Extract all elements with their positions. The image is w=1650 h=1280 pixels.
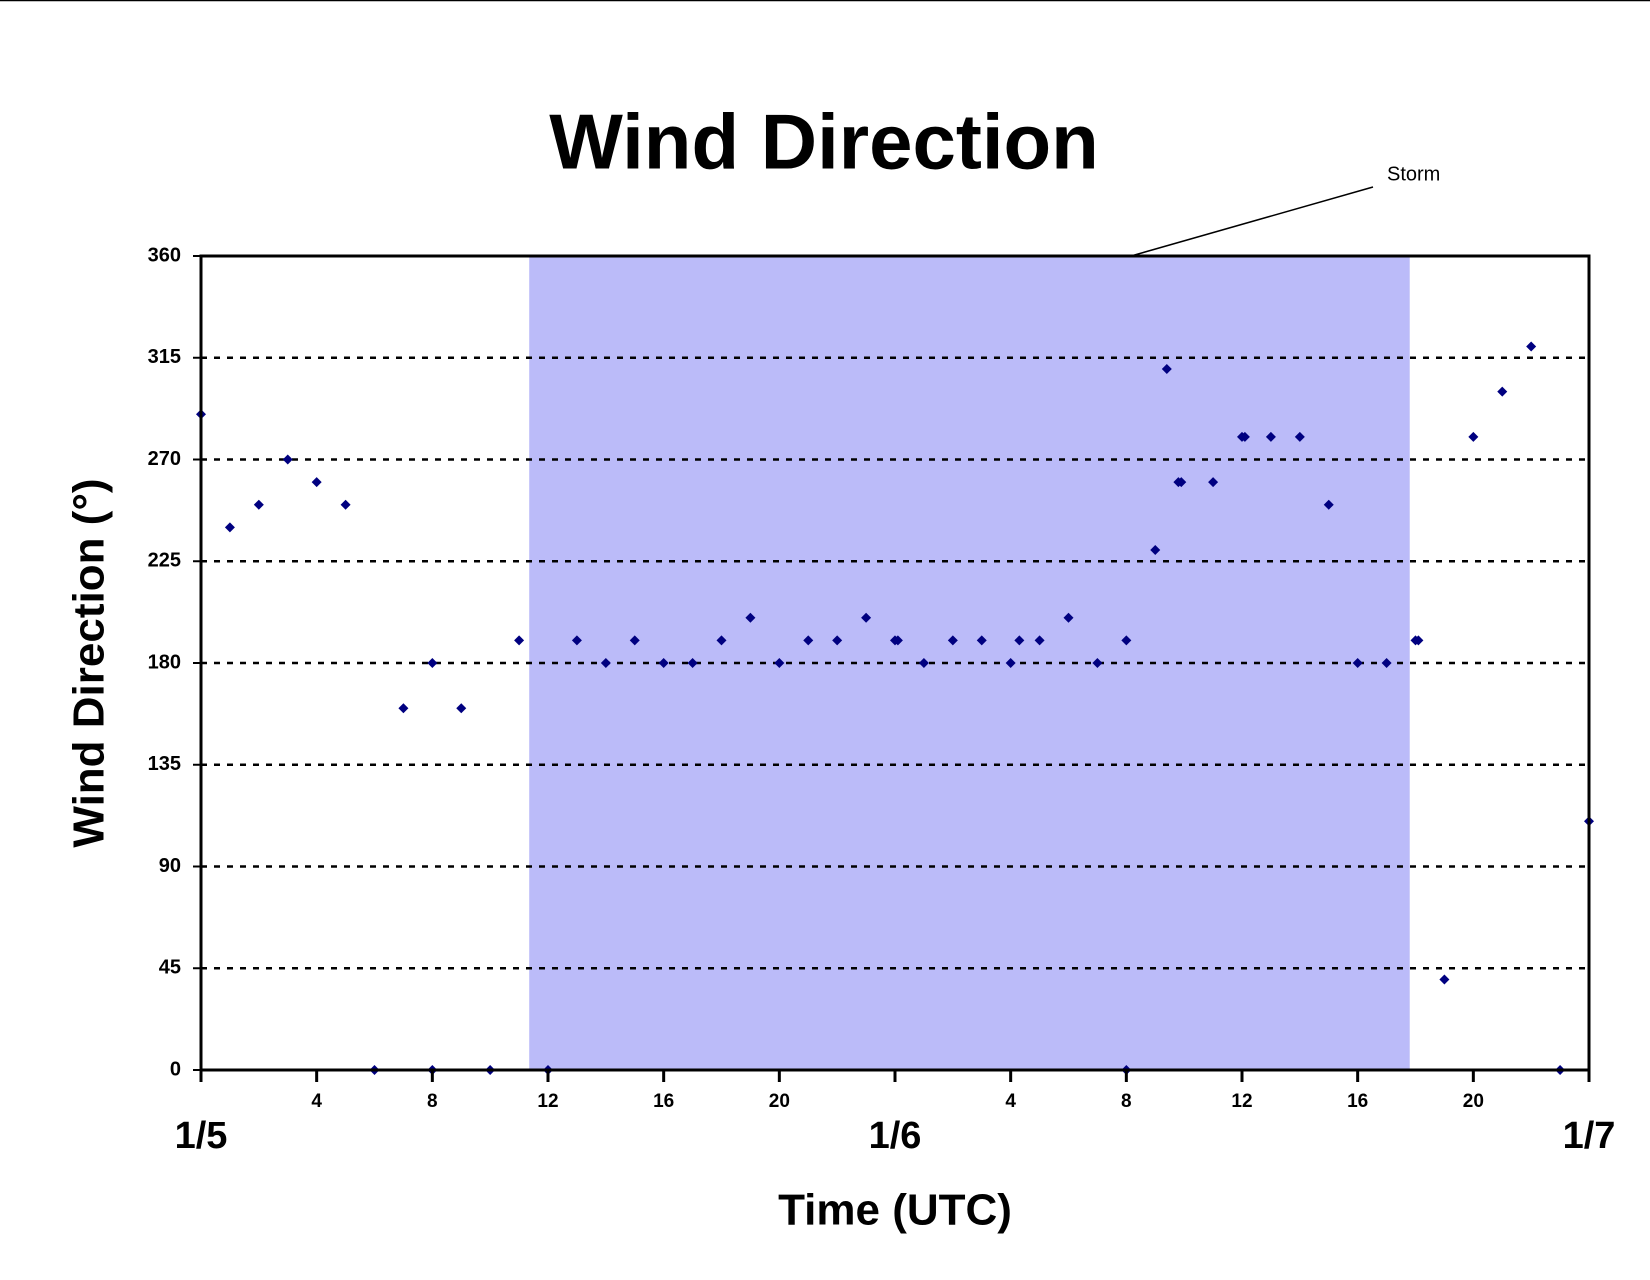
data-point [311,477,322,488]
x-tick-label: 12 [537,1091,558,1112]
plot-frame [199,254,1591,1072]
data-point [1063,612,1074,623]
data-point [716,635,727,646]
data-point [456,703,467,714]
date-label: 1/7 [1563,1115,1616,1157]
y-tick-label: 180 [148,651,181,673]
data-point [976,635,987,646]
x-tick-label: 12 [1231,1091,1252,1112]
x-tick-label: 16 [1347,1091,1368,1112]
data-point [1381,658,1392,668]
x-tick-label: 4 [311,1091,322,1112]
data-point [892,635,903,646]
data-point [571,635,582,646]
y-tick-label: 90 [159,855,181,877]
y-tick-label: 270 [148,448,181,470]
data-point [1034,635,1045,646]
data-point [1092,658,1103,668]
annotation: Storm [1387,163,1440,185]
y-tick-label: 135 [148,753,181,775]
markers [196,341,1594,1075]
data-point [745,612,756,623]
data-point [253,499,264,510]
chart-title: Wind Direction [549,98,1099,186]
y-tick-label: 45 [159,957,181,979]
x-tick-label: 20 [1463,1091,1484,1112]
data-point [832,635,843,646]
y-axis-title: Wind Direction (°) [65,478,114,847]
y-tick-label: 315 [148,346,181,368]
data-point [1208,477,1219,488]
y-tick-label: 360 [148,244,181,266]
data-point [1176,477,1187,488]
data-point [1150,544,1161,555]
y-tick-label: 225 [148,550,181,572]
data-point [282,454,293,465]
x-tick-label: 16 [653,1091,674,1112]
x-tick-label: 4 [1005,1091,1016,1112]
y-tick-label: 0 [170,1058,181,1080]
data-point [1121,635,1132,646]
data-point [1239,431,1250,442]
data-point [1352,658,1363,668]
x-tick-label: 20 [769,1091,790,1112]
date-label: 1/5 [175,1115,228,1157]
data-point [658,658,669,668]
data-point [947,635,958,646]
data-point [224,522,235,533]
x-axis-title: Time (UTC) [778,1186,1012,1235]
axes: 0 45 90 135 180 225 270 315 360 1/5 4 8 12 16 20 1/6 4 8 1… [148,244,1616,1157]
data-point [427,658,438,668]
data-point [1161,364,1172,375]
data-point [340,499,351,510]
data-point [918,658,929,668]
data-point [1294,431,1305,442]
data-point [687,658,698,668]
data-point [1014,635,1025,646]
data-point [514,635,525,646]
data-point [1526,341,1537,352]
data-point [1265,431,1276,442]
data-point [600,658,611,668]
data-point [1439,974,1450,985]
date-label: 1/6 [869,1115,922,1157]
data-point [861,612,872,623]
data-point [398,703,409,714]
data-point [1323,499,1334,510]
x-tick-label: 8 [1121,1091,1132,1112]
annotation-leader [1130,186,1374,257]
x-tick-label: 8 [427,1091,438,1112]
data-point [1413,635,1424,646]
data-point [1005,658,1016,668]
data-point [1497,386,1508,397]
data-point [803,635,814,646]
data-point [1468,431,1479,442]
data-point [774,658,785,668]
data-point [629,635,640,646]
